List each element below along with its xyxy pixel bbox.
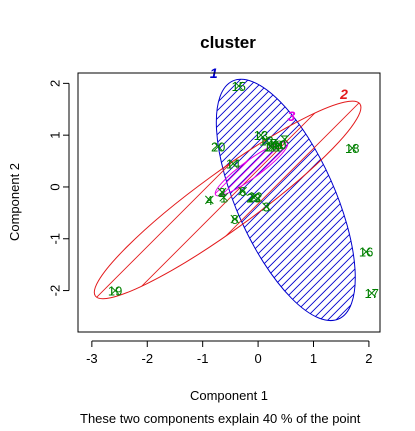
point-label: 10	[272, 137, 286, 152]
x-axis: -3 -2 -1 0 1 2	[86, 340, 373, 366]
point-label: 8	[231, 212, 238, 227]
y-tick-label: -1	[48, 233, 63, 245]
x-tick-label: -2	[141, 351, 153, 366]
point-11: 11	[264, 140, 278, 155]
point-label: 13	[254, 128, 268, 143]
point-20: 20	[211, 140, 225, 155]
point-label: 3	[263, 200, 270, 215]
chart-title: cluster	[200, 33, 256, 52]
point-label: 11	[264, 140, 278, 155]
x-tick-label: 0	[254, 351, 261, 366]
point-label: 4	[206, 193, 213, 208]
point-label: 19	[108, 284, 122, 299]
point-label: 21	[267, 140, 281, 155]
cluster-label-2: 2	[339, 86, 348, 102]
chart-subtitle: These two components explain 40 % of the…	[80, 411, 361, 426]
point-13: 13	[254, 128, 268, 143]
point-4: 4	[204, 193, 214, 208]
y-tick-label: -2	[48, 285, 63, 297]
x-tick-label: -1	[197, 351, 209, 366]
point-8: 8	[230, 212, 240, 227]
plot-area-frame	[77, 72, 381, 333]
point-3: 3	[262, 200, 271, 215]
point-label: 1	[220, 190, 227, 205]
cluster-label-3: 3	[287, 108, 295, 124]
point-1: 1	[219, 190, 229, 205]
y-axis-label: Component 2	[7, 163, 22, 241]
point-19: 19	[108, 284, 122, 299]
point-17: 17	[364, 286, 378, 301]
point-label: 14	[226, 157, 240, 172]
x-tick-label: -3	[86, 351, 98, 366]
point-label: 23	[246, 190, 260, 205]
point-label: 15	[231, 79, 245, 94]
point-label: 17	[364, 286, 378, 301]
y-axis: -2 -1 0 1 2	[48, 80, 70, 297]
point-label: 16	[359, 245, 373, 260]
point-label: 20	[211, 140, 225, 155]
point-label: 6	[239, 184, 246, 199]
y-tick-label: 1	[48, 132, 63, 139]
point-16: 16	[359, 245, 373, 260]
point-label: 22	[248, 189, 262, 204]
data-points: 1234567891011121314151617181920212223	[108, 79, 379, 301]
point-6: 6	[238, 184, 247, 199]
x-tick-label: 2	[365, 351, 372, 366]
x-axis-label: Component 1	[190, 388, 268, 403]
point-23: 23	[246, 190, 260, 205]
y-tick-label: 0	[48, 183, 63, 190]
point-2: 2	[217, 185, 227, 200]
point-21: 21	[267, 140, 281, 155]
point-label: 18	[345, 141, 359, 156]
x-tick-label: 1	[310, 351, 317, 366]
point-14: 14	[226, 157, 240, 172]
point-label: 7	[281, 132, 288, 147]
point-label: 2	[218, 185, 225, 200]
point-18: 18	[345, 141, 359, 156]
point-10: 10	[272, 137, 286, 152]
point-15: 15	[231, 79, 245, 94]
y-tick-label: 2	[48, 80, 63, 87]
